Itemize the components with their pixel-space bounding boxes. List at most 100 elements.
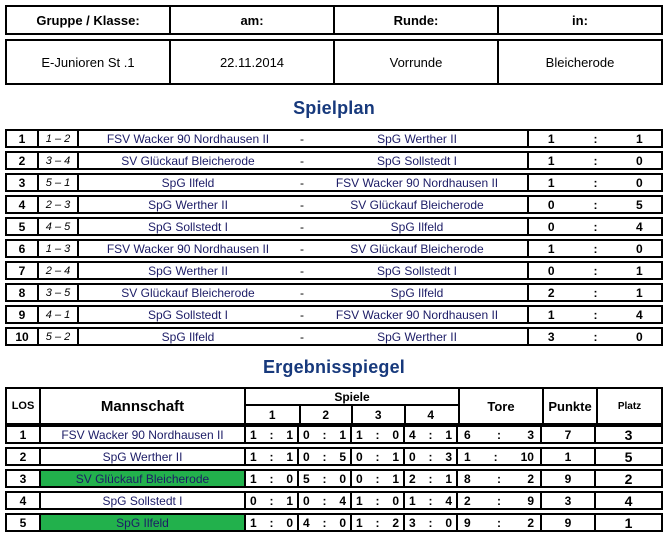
- team-separator-dash: -: [300, 219, 304, 234]
- punkte-value: 9: [540, 515, 594, 530]
- match-teams: FSV Wacker 90 Nordhausen II - SpG Werthe…: [77, 131, 527, 146]
- game-2-home: 5: [303, 471, 310, 486]
- game-3-colon: :: [375, 471, 380, 486]
- header-game-numbers: 1 2 3 4: [246, 406, 458, 423]
- game-2-colon: :: [322, 427, 327, 442]
- away-score: 1: [635, 263, 643, 278]
- match-pairing: 4 – 1: [37, 307, 77, 322]
- tore-for: 2: [464, 493, 471, 508]
- platz-value: 4: [594, 493, 661, 509]
- ergebnisspiegel-header-row: LOS Mannschaft Spiele 1 2 3 4 Tore Punkt…: [5, 387, 663, 425]
- away-score: 1: [635, 131, 643, 146]
- tore-total: 1: 10: [456, 449, 540, 464]
- ergebnisspiegel-title: Ergebnisspiegel: [262, 357, 406, 377]
- away-team: SpG Ilfeld: [390, 285, 444, 300]
- away-team: SpG Ilfeld: [390, 219, 444, 234]
- tore-against: 9: [527, 493, 534, 508]
- game-1-away: 1: [286, 449, 293, 464]
- spielplan-match-row: 6 1 – 3 FSV Wacker 90 Nordhausen II - SV…: [5, 239, 663, 258]
- match-teams: SV Glückauf Bleicherode - SpG Ilfeld: [77, 285, 527, 300]
- header-platz: Platz: [596, 389, 661, 423]
- game-2-result: 4:0: [297, 515, 350, 530]
- match-pairing: 1 – 3: [37, 241, 77, 256]
- tore-for: 9: [464, 515, 471, 530]
- home-score: 2: [547, 285, 555, 300]
- platz-value: 1: [594, 515, 661, 531]
- tore-against: 3: [527, 427, 534, 442]
- match-number: 10: [15, 329, 29, 344]
- game-3-away: 2: [392, 515, 399, 530]
- los-number: 4: [19, 493, 27, 508]
- game-3-result: 1:0: [350, 427, 403, 442]
- game-1-result: 1:0: [244, 515, 297, 530]
- game-1-home: 1: [250, 471, 257, 486]
- game-2-colon: :: [322, 493, 327, 508]
- match-pairing: 4 – 5: [37, 219, 77, 234]
- away-score: 0: [635, 329, 643, 344]
- home-team: SpG Werther II: [148, 197, 228, 212]
- away-team: SV Glückauf Bleicherode: [350, 241, 484, 256]
- away-team: SpG Sollstedt I: [376, 153, 458, 168]
- home-team: SV Glückauf Bleicherode: [121, 153, 255, 168]
- match-number: 5: [18, 219, 26, 234]
- los-number: 5: [19, 515, 27, 530]
- tore-total: 9: 2: [456, 515, 540, 530]
- game-4-colon: :: [428, 471, 433, 486]
- away-team: FSV Wacker 90 Nordhausen II: [335, 307, 499, 322]
- match-number: 1: [18, 131, 26, 146]
- team-separator-dash: -: [300, 263, 304, 278]
- home-score: 1: [547, 131, 555, 146]
- header-game-1: 1: [268, 407, 276, 422]
- header-mannschaft: Mannschaft: [39, 389, 244, 423]
- match-score: 3 : 0: [527, 329, 661, 344]
- away-score: 0: [635, 175, 643, 190]
- game-2-away: 0: [339, 471, 346, 486]
- game-2-away: 1: [339, 427, 346, 442]
- game-3-away: 0: [392, 493, 399, 508]
- header-game-4: 4: [403, 406, 457, 423]
- home-team: SpG Ilfeld: [161, 329, 215, 344]
- score-colon: :: [593, 307, 598, 322]
- tore-total: 8: 2: [456, 471, 540, 486]
- team-name: FSV Wacker 90 Nordhausen II: [39, 427, 244, 442]
- standings-row: 3 SV Glückauf Bleicherode 1:0 5:0 0:1 2:…: [5, 469, 663, 488]
- game-2-colon: :: [322, 449, 327, 464]
- team-separator-dash: -: [300, 285, 304, 300]
- game-3-colon: :: [375, 493, 380, 508]
- spielplan-match-row: 7 2 – 4 SpG Werther II - SpG Sollstedt I…: [5, 261, 663, 280]
- header-game-3: 3: [351, 406, 404, 423]
- home-team: SpG Sollstedt I: [147, 219, 229, 234]
- standings-row: 5 SpG Ilfeld 1:0 4:0 1:2 3:0 9:2 9 1: [5, 513, 663, 532]
- spielplan-match-row: 8 3 – 5 SV Glückauf Bleicherode - SpG Il…: [5, 283, 663, 302]
- value-gruppe-klasse: E-Junioren St .1: [41, 54, 135, 70]
- score-colon: :: [593, 241, 598, 256]
- away-score: 1: [635, 285, 643, 300]
- match-score: 0 : 4: [527, 219, 661, 234]
- score-colon: :: [593, 219, 598, 234]
- tore-for: 8: [464, 471, 471, 486]
- game-1-home: 1: [250, 449, 257, 464]
- spielplan-table: 1 1 – 2 FSV Wacker 90 Nordhausen II - Sp…: [5, 129, 663, 346]
- home-score: 1: [547, 307, 555, 322]
- punkte-value: 1: [540, 449, 594, 464]
- header-los: LOS: [11, 400, 35, 412]
- game-2-colon: :: [322, 471, 327, 486]
- spielplan-title: Spielplan: [293, 98, 375, 118]
- team-separator-dash: -: [300, 153, 304, 168]
- away-score: 5: [635, 197, 643, 212]
- match-pairing: 1 – 2: [37, 131, 77, 146]
- match-teams: SpG Werther II - SpG Sollstedt I: [77, 263, 527, 278]
- game-4-result: 0:3: [403, 449, 456, 464]
- game-2-home: 0: [303, 493, 310, 508]
- tore-for: 6: [464, 427, 471, 442]
- score-colon: :: [593, 329, 598, 344]
- spielplan-match-row: 10 5 – 2 SpG Ilfeld - SpG Werther II 3 :…: [5, 327, 663, 346]
- game-4-result: 4:1: [403, 427, 456, 442]
- tore-colon: :: [497, 471, 501, 486]
- game-1-away: 0: [286, 471, 293, 486]
- score-colon: :: [593, 285, 598, 300]
- away-score: 0: [635, 153, 643, 168]
- game-3-away: 1: [392, 471, 399, 486]
- game-1-home: 1: [250, 515, 257, 530]
- match-score: 0 : 5: [527, 197, 661, 212]
